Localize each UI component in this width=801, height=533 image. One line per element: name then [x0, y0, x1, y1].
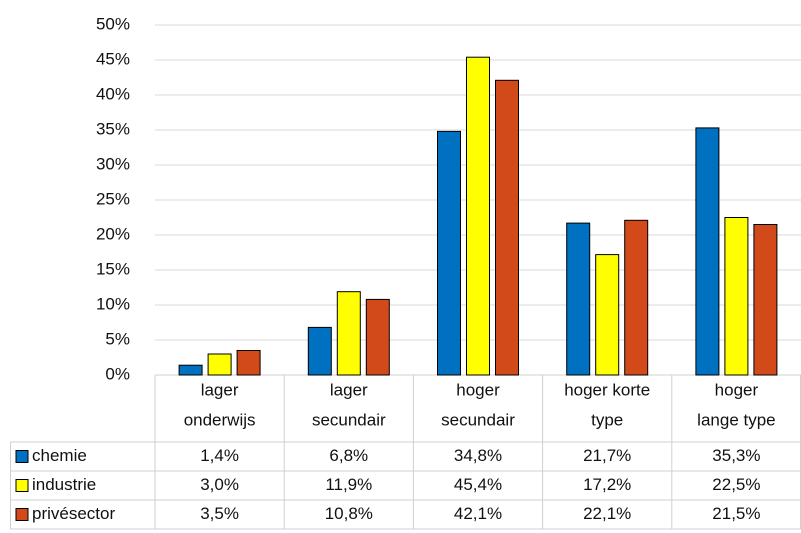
bar [236, 350, 261, 376]
x-tick-label: secundair [441, 410, 515, 429]
y-tick-label: 25% [96, 189, 130, 208]
legend-label: privésector [32, 504, 115, 523]
x-tick-label: lager [201, 380, 239, 399]
y-tick-label: 50% [96, 14, 130, 33]
data-table-value: 45,4% [454, 475, 502, 494]
bar [336, 291, 361, 376]
data-table-value: 22,1% [583, 504, 631, 523]
x-tick-label: lager [330, 380, 368, 399]
data-table-value: 34,8% [454, 446, 502, 465]
data-table-value: 10,8% [325, 504, 373, 523]
x-tick-label: onderwijs [184, 410, 256, 429]
x-tick-label: lange type [697, 410, 775, 429]
data-table-value: 35,3% [712, 446, 760, 465]
bar [753, 224, 778, 376]
legend-swatch [15, 479, 29, 492]
y-tick-label: 15% [96, 259, 130, 278]
legend-swatch [15, 508, 29, 521]
legend-label: chemie [32, 446, 87, 465]
legend-swatch [15, 450, 29, 463]
bar [595, 254, 620, 376]
bar [437, 130, 461, 376]
y-tick-label: 35% [96, 119, 130, 138]
y-tick-label: 20% [96, 224, 130, 243]
bar [495, 79, 519, 376]
bar [178, 364, 203, 376]
data-table-value: 6,8% [329, 446, 368, 465]
data-table-value: 21,7% [583, 446, 631, 465]
bar [724, 217, 749, 376]
y-tick-label: 10% [96, 294, 130, 313]
x-tick-label: type [591, 410, 623, 429]
bar [365, 298, 390, 376]
bar [466, 56, 490, 376]
data-table-value: 22,5% [712, 475, 760, 494]
x-tick-label: hoger [456, 380, 500, 399]
x-tick-label: hoger [715, 380, 759, 399]
x-tick-label: hoger korte [564, 380, 650, 399]
data-table-value: 42,1% [454, 504, 502, 523]
y-tick-label: 30% [96, 154, 130, 173]
y-tick-label: 0% [105, 364, 130, 383]
data-table-value: 3,0% [200, 475, 239, 494]
x-tick-label: secundair [312, 410, 386, 429]
bar [207, 353, 232, 376]
bar [695, 127, 720, 376]
y-tick-label: 45% [96, 49, 130, 68]
y-tick-label: 5% [105, 329, 130, 348]
data-table-value: 17,2% [583, 475, 631, 494]
data-table-value: 3,5% [200, 504, 239, 523]
data-table-value: 11,9% [325, 475, 372, 494]
data-table-value: 1,4% [200, 446, 239, 465]
bar [307, 326, 332, 376]
bar [566, 222, 591, 376]
bar [624, 219, 649, 376]
y-tick-label: 40% [96, 84, 130, 103]
legend-label: industrie [32, 475, 96, 494]
data-table-value: 21,5% [712, 504, 760, 523]
